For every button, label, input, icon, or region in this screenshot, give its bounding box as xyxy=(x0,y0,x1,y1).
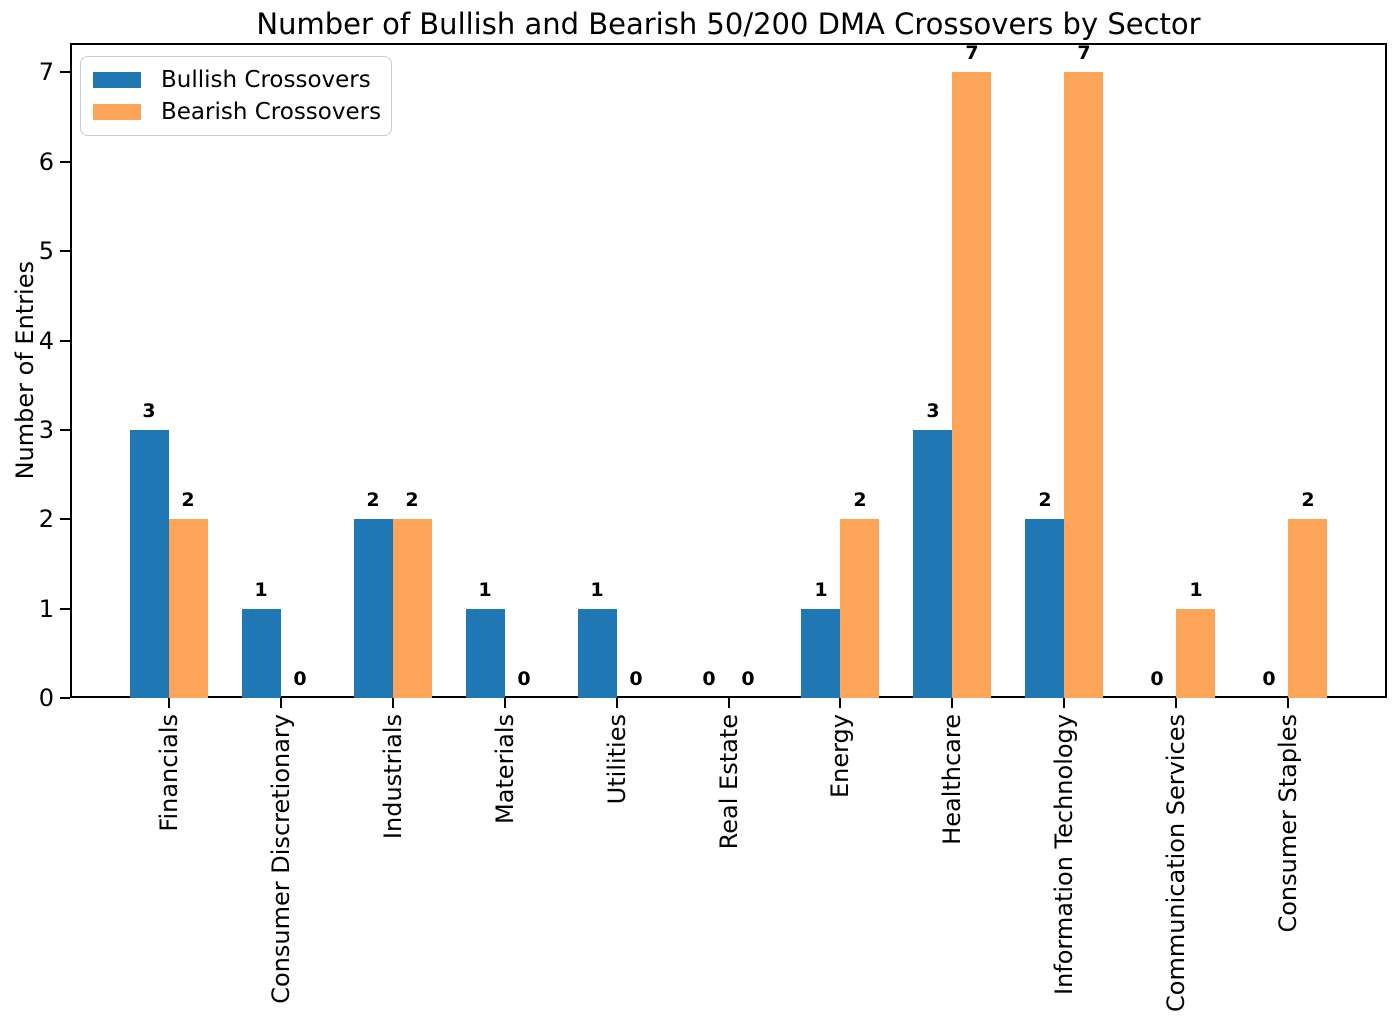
x-tick-mark-real-estate xyxy=(727,698,730,708)
x-tick-mark-information-technology xyxy=(1063,698,1066,708)
x-tick-label-text-real-estate: Real Estate xyxy=(714,714,743,850)
y-tick-label-3: 3 xyxy=(38,415,54,444)
bar-bullish-crossovers-materials xyxy=(465,608,505,698)
bar-bearish-crossovers-communication-services xyxy=(1176,608,1216,698)
x-tick-mark-consumer-discretionary xyxy=(279,698,282,708)
y-tick-label-7: 7 xyxy=(38,58,54,87)
bar-bearish-crossovers-consumer-staples xyxy=(1288,519,1328,698)
x-tick-label-text-materials: Materials xyxy=(490,714,519,825)
y-tick-label-6: 6 xyxy=(38,147,54,176)
y-tick-mark-0 xyxy=(60,697,70,699)
x-tick-label-utilities: Utilities xyxy=(601,714,633,808)
x-tick-label-healthcare: Healthcare xyxy=(936,714,968,849)
legend-swatch-bearish-icon xyxy=(93,104,141,120)
x-tick-mark-financials xyxy=(167,698,170,708)
x-tick-mark-utilities xyxy=(615,698,618,708)
bar-bullish-crossovers-energy xyxy=(801,608,841,698)
plot-area xyxy=(70,43,1387,698)
value-label-bearish-crossovers-consumer-discretionary: 0 xyxy=(293,668,307,690)
value-label-bullish-crossovers-consumer-discretionary: 1 xyxy=(254,578,268,601)
value-label-bullish-crossovers-information-technology: 2 xyxy=(1038,489,1052,512)
value-label-bullish-crossovers-utilities: 1 xyxy=(590,578,604,601)
x-tick-mark-materials xyxy=(503,698,506,708)
x-tick-label-consumer-staples: Consumer Staples xyxy=(1272,714,1304,937)
x-tick-label-text-energy: Energy xyxy=(826,714,855,799)
value-label-bearish-crossovers-healthcare: 7 xyxy=(965,42,979,65)
value-label-bullish-crossovers-communication-services: 0 xyxy=(1150,668,1164,690)
value-label-bullish-crossovers-consumer-staples: 0 xyxy=(1262,668,1276,690)
x-tick-label-consumer-discretionary: Consumer Discretionary xyxy=(265,714,297,1008)
legend: Bullish Crossovers Bearish Crossovers xyxy=(80,56,392,136)
value-label-bearish-crossovers-communication-services: 1 xyxy=(1189,578,1203,601)
y-tick-mark-5 xyxy=(60,250,70,253)
x-tick-mark-communication-services xyxy=(1175,698,1178,708)
bar-bullish-crossovers-consumer-discretionary xyxy=(241,608,281,698)
y-tick-mark-4 xyxy=(60,339,70,342)
y-tick-mark-1 xyxy=(60,607,70,610)
x-tick-label-real-estate: Real Estate xyxy=(713,714,745,853)
x-tick-label-text-information-technology: Information Technology xyxy=(1050,714,1079,995)
bar-bearish-crossovers-healthcare xyxy=(952,72,992,698)
bar-bearish-crossovers-industrials xyxy=(392,519,432,698)
legend-label-bearish: Bearish Crossovers xyxy=(161,99,382,125)
bar-bullish-crossovers-industrials xyxy=(353,519,393,698)
value-label-bearish-crossovers-energy: 2 xyxy=(853,489,867,512)
x-tick-mark-energy xyxy=(839,698,842,708)
x-tick-label-text-industrials: Industrials xyxy=(378,714,407,840)
value-label-bearish-crossovers-utilities: 0 xyxy=(629,668,643,690)
value-label-bullish-crossovers-industrials: 2 xyxy=(366,489,380,512)
x-tick-label-text-financials: Financials xyxy=(154,714,183,832)
bar-bullish-crossovers-utilities xyxy=(577,608,617,698)
y-tick-mark-6 xyxy=(60,160,70,163)
y-tick-mark-7 xyxy=(60,71,70,74)
legend-row-bullish: Bullish Crossovers xyxy=(93,65,379,95)
value-label-bearish-crossovers-financials: 2 xyxy=(181,489,195,512)
value-label-bearish-crossovers-materials: 0 xyxy=(517,668,531,690)
y-tick-label-5: 5 xyxy=(38,237,54,266)
x-tick-label-information-technology: Information Technology xyxy=(1048,714,1080,999)
y-tick-label-2: 2 xyxy=(38,505,54,534)
value-label-bearish-crossovers-information-technology: 7 xyxy=(1077,42,1091,65)
x-tick-label-energy: Energy xyxy=(824,714,856,802)
bar-bearish-crossovers-information-technology xyxy=(1064,72,1104,698)
x-tick-label-text-healthcare: Healthcare xyxy=(938,714,967,845)
y-tick-label-0: 0 xyxy=(38,684,54,712)
bar-bullish-crossovers-information-technology xyxy=(1025,519,1065,698)
y-tick-label-1: 1 xyxy=(38,594,54,623)
y-tick-label-4: 4 xyxy=(38,326,54,355)
y-tick-mark-2 xyxy=(60,518,70,521)
value-label-bearish-crossovers-industrials: 2 xyxy=(405,489,419,512)
value-label-bullish-crossovers-financials: 3 xyxy=(142,399,156,422)
x-tick-label-financials: Financials xyxy=(153,714,185,836)
y-tick-mark-3 xyxy=(60,428,70,431)
x-tick-mark-healthcare xyxy=(951,698,954,708)
bar-bullish-crossovers-financials xyxy=(129,429,169,698)
bar-bearish-crossovers-energy xyxy=(840,519,880,698)
x-tick-label-industrials: Industrials xyxy=(377,714,409,843)
value-label-bullish-crossovers-healthcare: 3 xyxy=(926,399,940,422)
bar-bullish-crossovers-healthcare xyxy=(913,429,953,698)
legend-row-bearish: Bearish Crossovers xyxy=(93,97,382,127)
value-label-bullish-crossovers-materials: 1 xyxy=(478,578,492,601)
x-tick-mark-consumer-staples xyxy=(1287,698,1290,708)
x-tick-label-text-utilities: Utilities xyxy=(602,714,631,805)
value-label-bearish-crossovers-real-estate: 0 xyxy=(741,668,755,690)
legend-swatch-bullish-icon xyxy=(93,72,141,88)
bar-bearish-crossovers-financials xyxy=(168,519,208,698)
x-tick-label-communication-services: Communication Services xyxy=(1160,714,1192,1016)
value-label-bullish-crossovers-energy: 1 xyxy=(814,578,828,601)
x-tick-mark-industrials xyxy=(391,698,394,708)
x-tick-label-text-consumer-staples: Consumer Staples xyxy=(1274,714,1303,933)
x-tick-label-text-consumer-discretionary: Consumer Discretionary xyxy=(266,714,295,1004)
x-tick-label-text-communication-services: Communication Services xyxy=(1162,714,1191,1012)
legend-label-bullish: Bullish Crossovers xyxy=(161,67,371,93)
x-tick-label-materials: Materials xyxy=(489,714,521,828)
value-label-bullish-crossovers-real-estate: 0 xyxy=(702,668,716,690)
chart-title: Number of Bullish and Bearish 50/200 DMA… xyxy=(256,7,1201,41)
value-label-bearish-crossovers-consumer-staples: 2 xyxy=(1301,489,1315,512)
y-axis-label: Number of Entries xyxy=(11,261,39,480)
